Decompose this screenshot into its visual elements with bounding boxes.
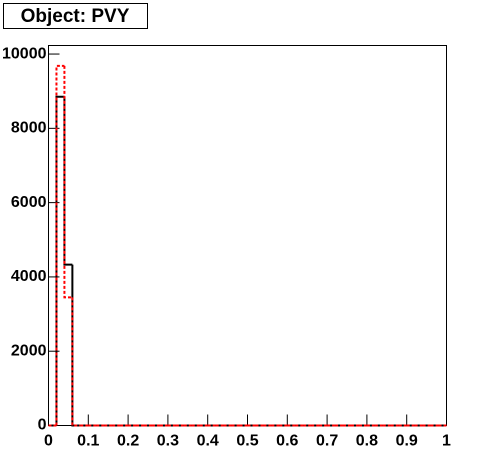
y-tick-label: 8000 [11, 120, 47, 137]
x-tick-label: 0.1 [77, 433, 99, 450]
x-tick-label: 0.8 [356, 433, 378, 450]
histogram-bin [63, 65, 73, 299]
histogram-bin [55, 64, 65, 426]
x-tick-label: 0 [44, 433, 53, 450]
y-tick-label: 2000 [11, 342, 47, 359]
x-tick-label: 0.7 [316, 433, 338, 450]
x-tick-label: 0.9 [396, 433, 418, 450]
x-tick-label: 0.5 [236, 433, 258, 450]
y-tick-label: 10000 [2, 45, 47, 62]
y-tick-label: 0 [38, 417, 47, 434]
y-tick-label: 6000 [11, 194, 47, 211]
y-tick-label: 4000 [11, 268, 47, 285]
title-box [3, 3, 148, 29]
x-tick-label: 0.3 [157, 433, 179, 450]
histogram-bin [55, 95, 65, 426]
x-tick-label: 0.2 [117, 433, 139, 450]
histogram-bin [63, 96, 73, 266]
histogram-bin [71, 297, 81, 427]
chart-title: Object: PVY [21, 6, 130, 27]
x-tick-label: 0.4 [197, 433, 219, 450]
x-tick-label: 1 [442, 433, 451, 450]
histogram-bin [71, 264, 81, 427]
x-tick-label: 0.6 [276, 433, 298, 450]
frame [48, 45, 447, 426]
